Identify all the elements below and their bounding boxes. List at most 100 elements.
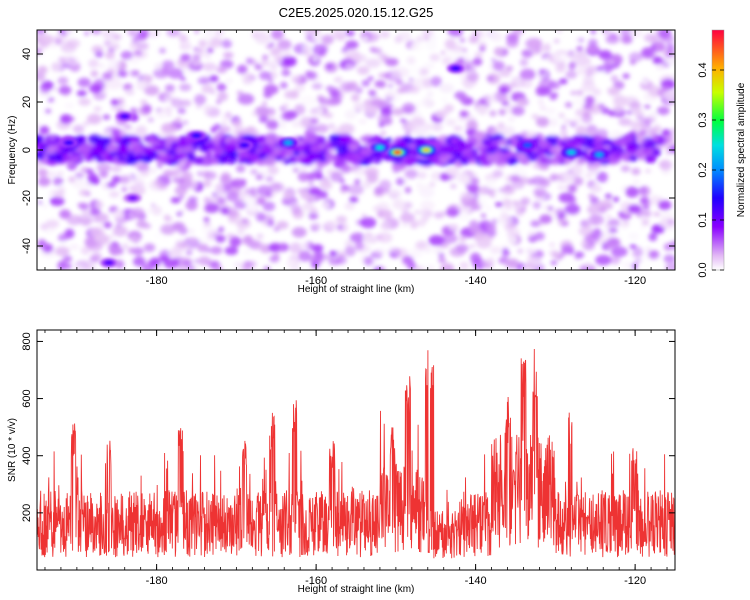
noise-speckle <box>426 91 434 97</box>
noise-speckle <box>236 228 245 236</box>
spectrogram-ylabel: Frequency (Hz) <box>7 116 18 185</box>
noise-speckle <box>82 208 90 216</box>
noise-speckle <box>183 120 188 125</box>
noise-speckle <box>539 105 547 111</box>
band-speckle <box>651 148 662 155</box>
noise-speckle <box>225 191 239 202</box>
noise-speckle <box>356 66 370 75</box>
band-speckle <box>213 143 222 150</box>
noise-speckle <box>242 77 253 85</box>
noise-speckle <box>402 201 413 209</box>
noise-speckle <box>469 244 476 249</box>
spectrogram-ticks: -180 -160 -140 -120 -40 -20 0 20 40 <box>21 30 675 287</box>
noise-speckle <box>323 255 331 260</box>
y-tick-label: 800 <box>21 332 33 350</box>
noise-speckle <box>416 35 423 43</box>
noise-speckle <box>180 76 186 81</box>
noise-speckle <box>76 90 87 97</box>
x-tick-label: -140 <box>465 275 487 287</box>
band-speckle <box>284 149 295 157</box>
noise-speckle <box>400 118 407 123</box>
band-speckle <box>159 150 167 156</box>
noise-speckle <box>163 169 175 178</box>
noise-speckle <box>313 250 324 261</box>
noise-speckle <box>506 33 519 43</box>
noise-speckle <box>252 30 261 35</box>
noise-speckle <box>658 30 672 39</box>
noise-speckle <box>64 228 75 239</box>
band-speckle <box>169 143 179 150</box>
band-speckle <box>319 144 326 149</box>
noise-speckle <box>290 263 301 270</box>
spectrogram-xlabel: Height of straight line (km) <box>298 284 415 295</box>
noise-speckle <box>612 105 624 113</box>
noise-speckle <box>498 127 508 137</box>
noise-speckle <box>430 76 442 87</box>
noise-speckle <box>374 80 386 88</box>
noise-speckle <box>514 164 521 170</box>
noise-speckle <box>344 202 356 211</box>
noise-speckle <box>463 80 474 90</box>
noise-speckle <box>90 70 99 77</box>
noise-speckle <box>308 187 322 196</box>
noise-speckle <box>494 201 503 208</box>
noise-speckle <box>263 84 279 95</box>
noise-speckle <box>38 65 48 73</box>
band-speckle <box>339 133 353 143</box>
noise-speckle <box>489 246 502 255</box>
noise-speckle <box>155 109 169 119</box>
noise-speckle <box>412 125 428 136</box>
noise-speckle <box>215 99 222 105</box>
noise-speckle <box>122 238 132 246</box>
noise-speckle <box>478 42 487 49</box>
noise-speckle <box>622 261 633 269</box>
noise-speckle <box>404 186 412 194</box>
noise-speckle <box>463 60 474 67</box>
noise-speckle <box>361 79 371 87</box>
band-speckle <box>545 135 556 143</box>
noise-speckle <box>37 30 46 35</box>
band-speckle <box>275 156 283 161</box>
noise-speckle <box>568 184 577 193</box>
noise-speckle <box>532 201 542 210</box>
noise-speckle <box>383 188 390 194</box>
noise-speckle <box>88 58 99 68</box>
noise-speckle <box>40 223 49 230</box>
noise-speckle <box>489 110 497 117</box>
noise-speckle <box>531 114 540 120</box>
noise-speckle <box>59 209 71 220</box>
noise-speckle <box>381 209 393 219</box>
band-speckle <box>544 148 550 153</box>
noise-speckle <box>570 90 577 96</box>
noise-speckle <box>441 56 452 66</box>
noise-speckle <box>587 214 605 226</box>
noise-speckle <box>315 173 324 180</box>
noise-speckle <box>222 183 233 191</box>
noise-speckle <box>161 236 169 242</box>
noise-speckle <box>497 215 513 226</box>
noise-speckle <box>456 172 470 184</box>
heatmap-hotspot <box>104 260 113 266</box>
noise-speckle <box>474 51 484 58</box>
noise-speckle <box>578 226 593 236</box>
noise-speckle <box>269 42 275 48</box>
noise-speckle <box>453 126 460 131</box>
noise-speckle <box>666 43 675 52</box>
noise-speckle <box>608 110 616 117</box>
noise-speckle <box>123 83 133 90</box>
noise-speckle <box>189 237 196 243</box>
noise-speckle <box>425 210 434 217</box>
noise-speckle <box>468 220 479 229</box>
noise-speckle <box>639 197 649 204</box>
noise-speckle <box>654 41 665 52</box>
noise-speckle <box>564 203 581 215</box>
band-speckle <box>49 135 56 141</box>
noise-speckle <box>306 124 319 134</box>
noise-speckle <box>400 207 408 213</box>
band-speckle <box>602 139 610 145</box>
noise-speckle <box>428 34 438 42</box>
noise-speckle <box>553 39 560 44</box>
y-tick-label: 200 <box>21 504 33 522</box>
noise-speckle <box>270 30 284 40</box>
band-speckle <box>205 150 214 156</box>
